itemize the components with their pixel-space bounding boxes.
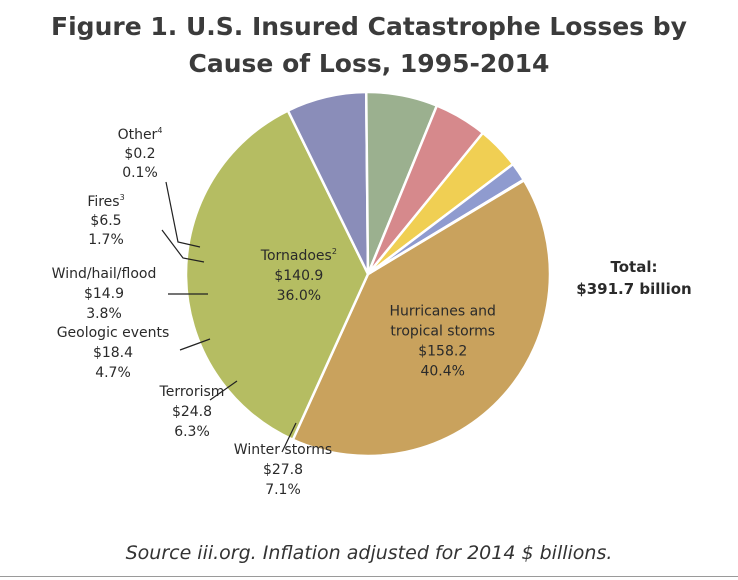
- slice-category-label: tropical storms: [390, 324, 495, 340]
- slice-category-label: Geologic events: [57, 325, 170, 341]
- leader-line-terrorism: [209, 380, 238, 401]
- slice-category-label: Hurricanes and: [390, 304, 496, 320]
- leader-line-geologic-events: [179, 338, 211, 351]
- slice-value-label: $158.2: [418, 344, 467, 360]
- slice-percent-label: 3.8%: [86, 306, 122, 322]
- slice-percent-label: 36.0%: [277, 288, 321, 304]
- slice-value-label: $14.9: [84, 286, 124, 302]
- slice-category-label: Tornadoes2: [260, 247, 337, 264]
- chart-title: Figure 1. U.S. Insured Catastrophe Losse…: [0, 8, 738, 82]
- slice-category-label: Winter storms: [234, 442, 332, 458]
- slice-label-terrorism: Terrorism $24.8 6.3%: [159, 384, 225, 440]
- leader-line-other: [165, 181, 201, 248]
- slice-label-other: Other4 $0.2 0.1%: [118, 126, 163, 181]
- footnote-superscript: 3: [120, 193, 125, 202]
- slice-label-tornadoes: Tornadoes2 $140.9 36.0%: [260, 247, 337, 304]
- slice-value-label: $18.4: [93, 345, 133, 361]
- footnote-superscript: 4: [157, 126, 162, 135]
- slice-label-wind-hail-flood: Wind/hail/flood $14.9 3.8%: [52, 266, 157, 322]
- slice-percent-label: 6.3%: [174, 424, 210, 440]
- slice-value-label: $6.5: [90, 213, 121, 229]
- slice-label-winter-storms: Winter storms $27.8 7.1%: [234, 442, 332, 498]
- pie-slices: [184, 90, 552, 458]
- leader-line-fires: [161, 229, 205, 263]
- slice-percent-label: 7.1%: [265, 482, 301, 498]
- slice-category-label: Fires3: [87, 193, 124, 210]
- chart-title-line-2: Cause of Loss, 1995-2014: [188, 49, 550, 78]
- slice-label-hurricanes-and-tropical-storms: Hurricanes and tropical storms $158.2 40.4%: [390, 304, 496, 380]
- leader-lines: [161, 181, 297, 453]
- slice-percent-label: 4.7%: [95, 365, 131, 381]
- pie-slice-hurricanes-and-tropical-storms: [291, 179, 552, 458]
- bottom-divider: [0, 576, 738, 577]
- slice-value-label: $24.8: [172, 404, 212, 420]
- total-value: $391.7 billion: [576, 280, 691, 298]
- slice-value-label: $0.2: [124, 146, 155, 162]
- pie-slice-tornadoes: [184, 109, 370, 441]
- slice-category-label: Wind/hail/flood: [52, 266, 157, 282]
- source-caption: Source iii.org. Inflation adjusted for 2…: [125, 542, 613, 564]
- slice-value-label: $140.9: [274, 268, 323, 284]
- leader-line-winter-storms: [281, 422, 297, 453]
- slice-labels: Hurricanes and tropical storms $158.2 40.4%…: [52, 126, 496, 498]
- slice-percent-label: 1.7%: [88, 232, 124, 248]
- footnote-superscript: 2: [332, 247, 337, 256]
- slice-category-label: Other4: [118, 126, 163, 143]
- slice-label-geologic-events: Geologic events $18.4 4.7%: [57, 325, 170, 381]
- slice-category-label: Terrorism: [159, 384, 225, 400]
- slice-label-fires: Fires3 $6.5 1.7%: [87, 193, 124, 248]
- total-label-line-1: Total:: [611, 258, 658, 276]
- pie-chart: Hurricanes and tropical storms $158.2 40.4%…: [52, 90, 692, 498]
- slice-value-label: $27.8: [263, 462, 303, 478]
- chart-title-line-1: Figure 1. U.S. Insured Catastrophe Losse…: [51, 12, 687, 41]
- slice-percent-label: 0.1%: [122, 165, 158, 181]
- pie-slice-other: [366, 178, 526, 276]
- slice-percent-label: 40.4%: [420, 364, 464, 380]
